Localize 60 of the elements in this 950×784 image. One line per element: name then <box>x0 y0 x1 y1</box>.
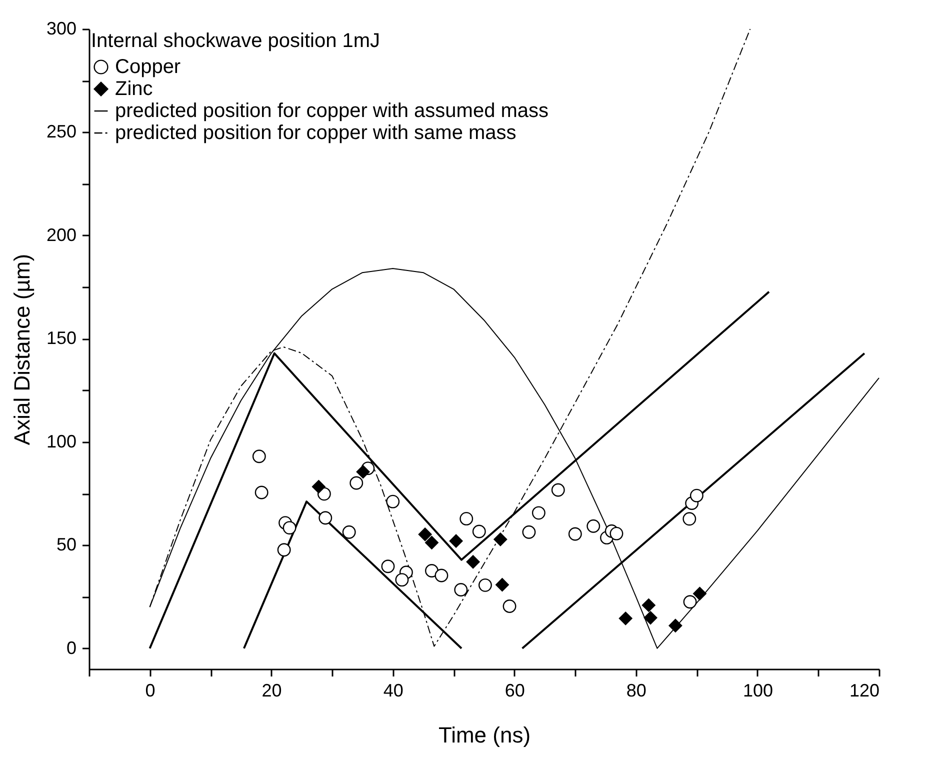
point <box>618 612 632 626</box>
point <box>282 521 296 534</box>
point <box>644 611 658 625</box>
point <box>460 512 474 526</box>
legend-title: Internal shockwave position 1mJ <box>91 30 380 52</box>
point <box>425 564 438 578</box>
y-tick-label: 300 <box>46 18 76 38</box>
x-tick-label: 100 <box>742 680 773 700</box>
point <box>277 543 291 557</box>
y-tick-label: 100 <box>46 431 76 452</box>
y-axis-title: Axial Distance (µm) <box>9 254 34 446</box>
legend-label: predicted position for copper with same mass <box>115 122 516 144</box>
point <box>425 536 438 550</box>
point <box>532 506 546 520</box>
legend-label: Zinc <box>115 78 153 100</box>
legend-label: predicted position for copper with assumed mass <box>115 100 549 122</box>
x-tick-label: 60 <box>504 680 525 700</box>
point <box>522 525 536 539</box>
point <box>454 583 468 596</box>
point <box>350 476 364 490</box>
point <box>434 568 448 582</box>
point <box>395 573 409 587</box>
y-tick-label: 250 <box>46 122 76 142</box>
y-tick-label: 150 <box>46 328 76 348</box>
point <box>551 483 565 497</box>
y-tick-label: 0 <box>66 638 76 658</box>
point <box>494 532 508 546</box>
point <box>318 511 332 525</box>
point <box>386 494 400 508</box>
point <box>254 486 268 500</box>
point <box>586 519 600 533</box>
x-tick-label: 20 <box>262 680 282 700</box>
y-tick-label: 200 <box>46 224 76 245</box>
point <box>668 618 682 632</box>
x-tick-label: 40 <box>383 680 404 700</box>
x-tick-label: 0 <box>145 680 156 700</box>
y-tick-label: 50 <box>56 534 76 555</box>
point <box>690 488 704 502</box>
point <box>466 555 480 569</box>
point <box>418 528 432 542</box>
point <box>252 450 266 464</box>
point <box>449 534 463 548</box>
point <box>381 560 395 574</box>
x-tick-label: 80 <box>626 680 646 700</box>
point <box>683 595 697 609</box>
point <box>342 525 356 539</box>
point <box>682 512 696 526</box>
point <box>496 578 509 592</box>
point <box>356 465 370 479</box>
point <box>502 600 516 613</box>
x-axis-title: Time (ns) <box>438 722 531 748</box>
x-tick-label: 120 <box>849 680 880 700</box>
point <box>568 527 582 541</box>
point <box>693 586 706 600</box>
point <box>642 598 656 612</box>
point <box>478 578 492 592</box>
point <box>312 480 326 494</box>
point <box>472 524 486 538</box>
point <box>610 526 624 540</box>
legend-label: Copper <box>115 56 181 78</box>
